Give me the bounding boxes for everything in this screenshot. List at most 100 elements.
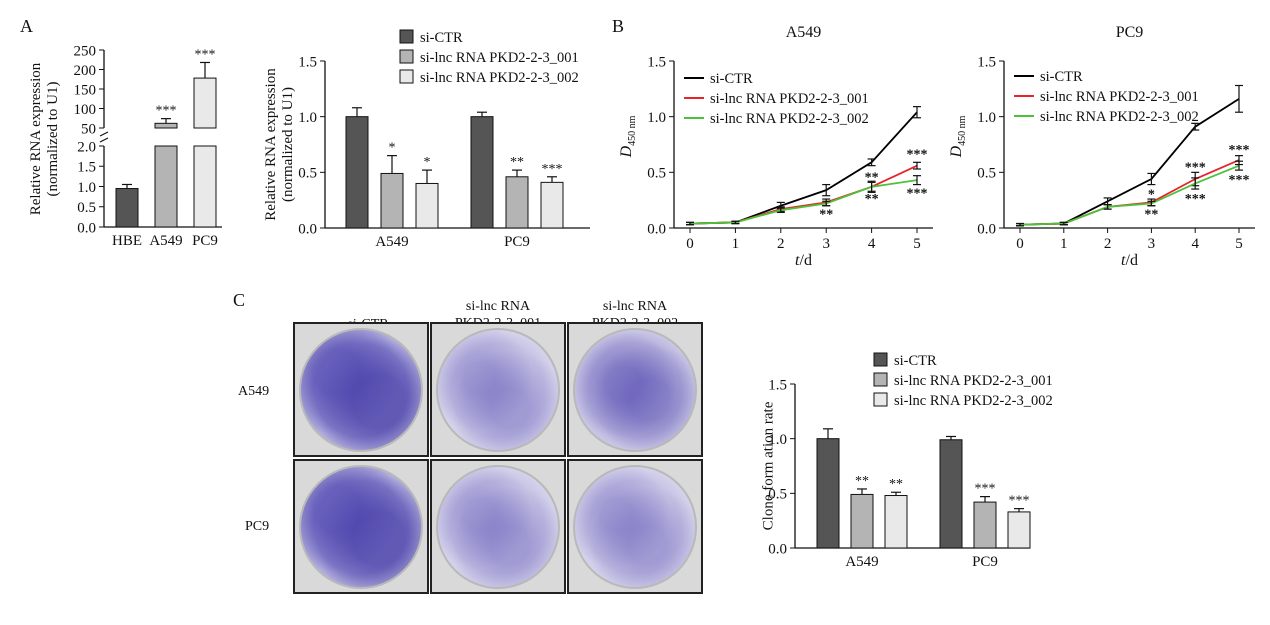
y-tick-label: 0.0 [647,221,666,237]
significance-label: * [389,141,396,156]
bar-pc9-series-1 [939,439,963,549]
legend-entry: si-lnc RNA PKD2-2-3_001 [1040,89,1199,105]
y-tick-label: 1.5 [647,54,666,70]
bar-a549-series-3 [884,495,908,549]
y-tick-label: 200 [74,63,97,79]
x-axis-label-unit: /d [1126,252,1138,269]
colony-row-label-a549: A549 [238,384,270,399]
significance-label: ** [1144,207,1158,222]
colony-dish [573,328,697,452]
y-tick-label: 2.0 [77,139,96,155]
colony-plate-a549-ctr [293,322,429,457]
significance-label: ** [510,155,524,170]
legend-entry: si-lnc RNA PKD2-2-3_002 [894,393,1053,409]
chart-b1-growth-a549: A549 0.0 0.5 1.0 1.5 0 1 2 3 4 5 si-CTR si-lnc RNA P… [618,24,933,269]
y-axis-label: (normalized to U1) [280,87,296,202]
significance-label: *** [1185,192,1206,207]
x-tick-label: 5 [913,236,921,252]
legend-entry: si-lnc RNA PKD2-2-3_002 [710,111,869,127]
panel-label-c: C [233,290,245,310]
y-tick-label: 0.5 [768,487,787,503]
y-tick-label: 50 [81,121,96,137]
y-tick-label: 150 [74,82,97,98]
y-axis-label: Relative RNA expression [263,68,279,221]
chart-c-clone-formation: 0.0 0.5 1.0 1.5 ** ** A549 *** *** PC9 si-CTR si-ln… [760,352,1053,570]
y-axis-label-subscript: 450 nm [957,115,968,146]
bar-pc9-series-1 [470,116,494,229]
x-axis-label-unit: /d [800,252,812,269]
x-tick-label: HBE [112,233,142,249]
bar-a549-series-2 [380,172,404,229]
y-tick-label: 0.0 [77,220,96,236]
y-tick-label: 1.0 [77,180,96,196]
x-tick-label: 4 [868,236,876,252]
significance-label: ** [865,192,879,207]
legend-entry: si-lnc RNA PKD2-2-3_001 [420,50,579,66]
y-axis-label: Relative RNA expression [28,62,44,215]
chart-a1-expression-cells: 0.0 0.5 1.0 1.5 2.0 50 100 150 200 250 HBE *** A549 *… [28,43,222,249]
axis-break-mark [99,131,109,137]
y-tick-label: 0.5 [977,166,996,182]
legend-entry: si-lnc RNA PKD2-2-3_002 [420,70,579,86]
x-axis-label-base: t [795,252,800,269]
x-tick-label: A549 [375,234,408,250]
x-tick-label: PC9 [504,234,530,250]
y-tick-label: 1.5 [768,377,787,393]
y-axis-label: Clone form ation rate [760,401,776,530]
legend-swatch [399,69,414,84]
colony-plate-pc9-002 [567,459,703,594]
significance-label: ** [819,207,833,222]
significance-label: *** [195,47,216,62]
colony-row-label-pc9: PC9 [245,519,270,534]
y-tick-label: 1.5 [298,54,317,70]
y-tick-label: 250 [74,43,97,59]
colony-plate-a549-001 [430,322,566,457]
y-axis-label-subscript: 450 nm [627,115,638,146]
series-line-2 [1019,159,1240,226]
y-tick-label: 1.0 [977,110,996,126]
legend-entry: si-lnc RNA PKD2-2-3_002 [1040,109,1199,125]
x-axis-label: t/d [795,252,812,269]
y-tick-label: 0.0 [768,541,787,557]
y-axis-label: D450 nm [618,115,638,158]
x-tick-label: 0 [686,236,694,252]
x-tick-label: 3 [822,236,830,252]
colony-column-label-2-line-1: si-lnc RNA [465,299,531,314]
y-tick-label: 0.5 [77,200,96,216]
series-line-2 [689,164,918,225]
x-tick-label: 1 [1060,236,1068,252]
legend-entry: si-CTR [710,71,753,87]
x-tick-label: A549 [845,554,878,570]
x-axis-label-base: t [1121,252,1126,269]
y-tick-label: 1.5 [77,160,96,176]
colony-plate-pc9-ctr [293,459,429,594]
significance-label: ** [855,474,869,489]
bar-a549-lower [154,145,178,228]
bar-hbe [115,188,139,228]
bar-a549-series-1 [345,116,369,229]
bar-a549-series-1 [816,438,840,549]
legend-swatch [873,352,888,367]
chart-title: A549 [786,24,822,41]
panel-label-a: A [20,16,33,36]
y-tick-label: 0.5 [298,166,317,182]
x-tick-label: PC9 [192,233,218,249]
bar-pc9-series-3 [1007,511,1031,549]
axis-break-mark [99,137,109,143]
colony-dish [299,465,423,589]
colony-dish [299,328,423,452]
colony-dish [436,465,560,589]
panel-label-b: B [612,16,624,36]
y-tick-label: 1.0 [768,432,787,448]
x-tick-label: A549 [149,233,182,249]
significance-label: *** [1185,161,1206,176]
y-tick-label: 0.0 [977,221,996,237]
series-line-3 [689,179,918,225]
y-axis-label: (normalized to U1) [45,82,61,197]
bar-a549-series-2 [850,493,874,549]
legend-entry: si-CTR [1040,69,1083,85]
significance-label: *** [1229,173,1250,188]
y-tick-label: 1.0 [647,110,666,126]
y-axis-label-base: D [948,145,965,158]
